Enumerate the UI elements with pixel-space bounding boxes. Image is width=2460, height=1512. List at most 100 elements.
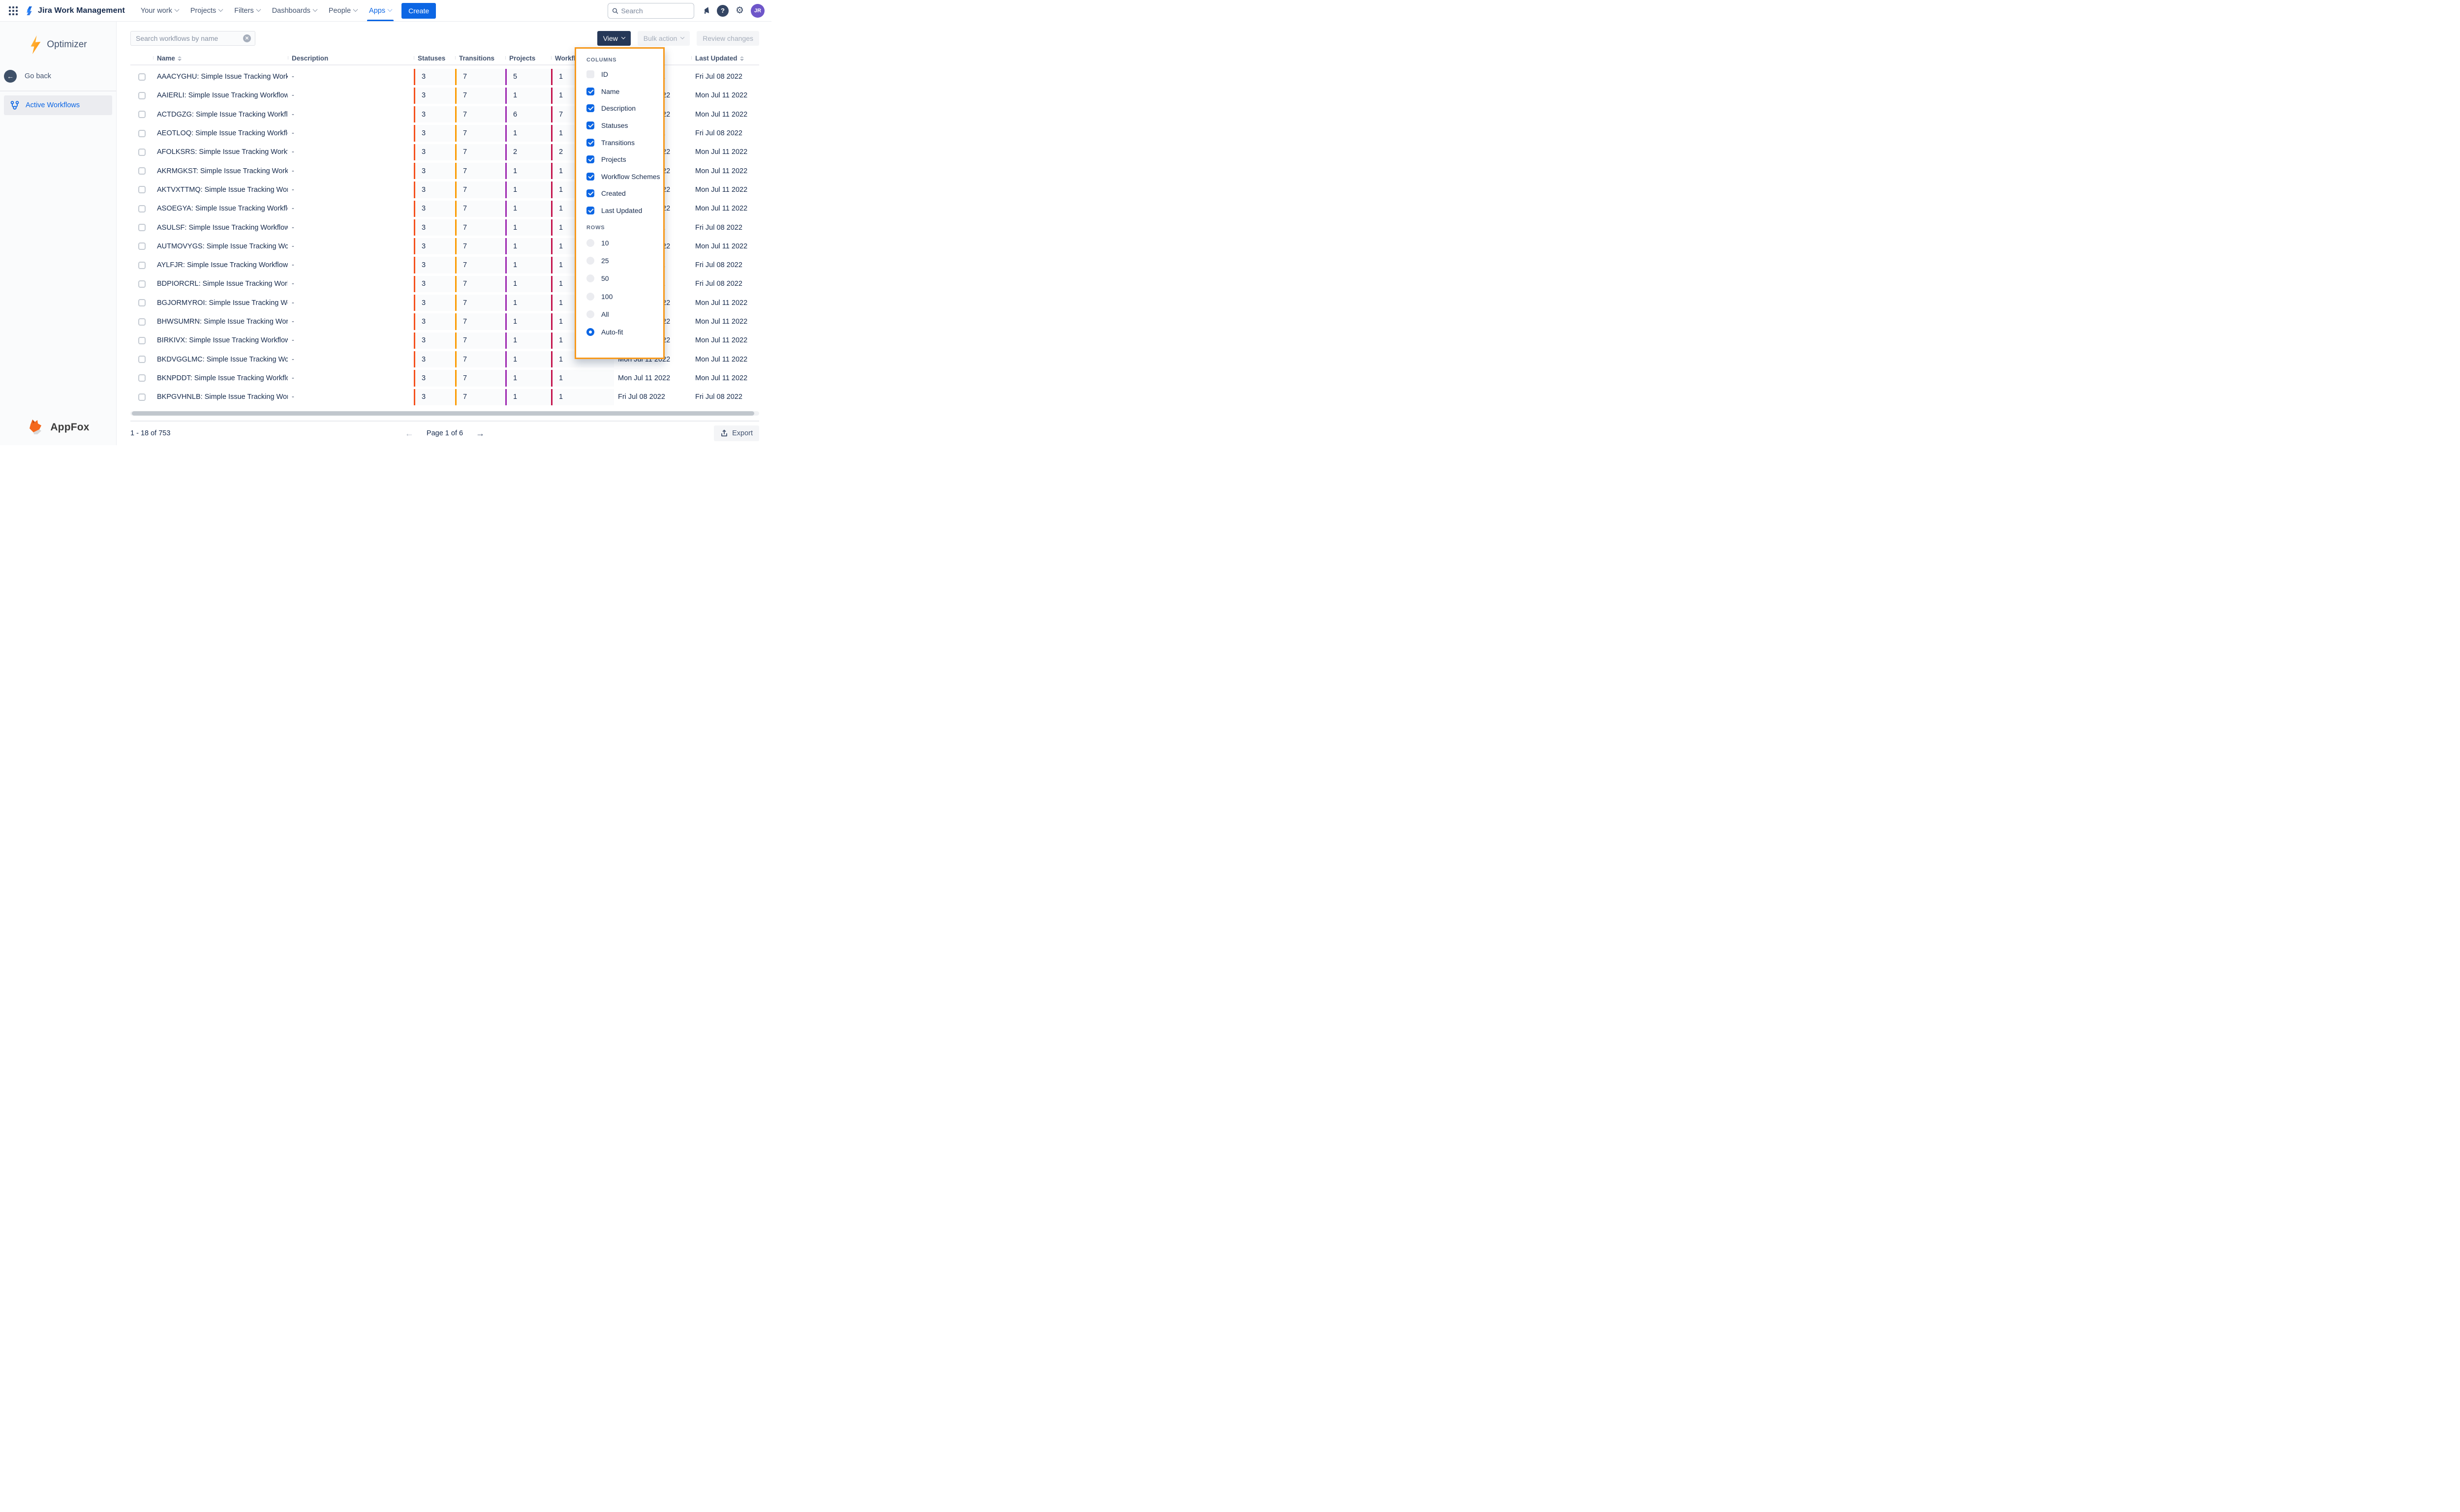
column-toggle-option[interactable]: ID bbox=[576, 66, 663, 83]
header-description[interactable]: Description bbox=[288, 55, 414, 62]
workflow-name-link[interactable]: BHWSUMRN: Simple Issue Tracking Work... bbox=[157, 318, 288, 326]
rows-per-page-option[interactable]: 50 bbox=[576, 270, 663, 287]
rows-per-page-option[interactable]: 10 bbox=[576, 234, 663, 251]
row-checkbox[interactable] bbox=[138, 356, 146, 363]
row-checkbox[interactable] bbox=[138, 167, 146, 175]
checkbox-icon[interactable] bbox=[586, 138, 594, 147]
workflow-name-link[interactable]: ACTDGZG: Simple Issue Tracking Workflow bbox=[157, 110, 288, 119]
workflow-name-link[interactable]: AKTVXTTMQ: Simple Issue Tracking Work... bbox=[157, 185, 288, 194]
column-toggle-option[interactable]: Name bbox=[576, 83, 663, 100]
workflow-name-link[interactable]: AYLFJR: Simple Issue Tracking Workflow bbox=[157, 261, 288, 270]
workflow-name-link[interactable]: BIRKIVX: Simple Issue Tracking Workflow bbox=[157, 336, 288, 345]
settings-gear-icon[interactable]: ⚙ bbox=[735, 5, 744, 16]
checkbox-icon[interactable] bbox=[586, 87, 594, 95]
column-toggle-option[interactable]: Last Updated bbox=[576, 202, 663, 219]
checkbox-icon[interactable] bbox=[586, 189, 594, 198]
rows-per-page-option[interactable]: 100 bbox=[576, 288, 663, 305]
horizontal-scrollbar-thumb[interactable] bbox=[132, 411, 755, 416]
row-checkbox[interactable] bbox=[138, 393, 146, 401]
app-switcher-icon[interactable] bbox=[7, 4, 20, 17]
user-avatar[interactable]: JR bbox=[751, 3, 765, 18]
radio-icon[interactable] bbox=[586, 239, 594, 247]
column-toggle-option[interactable]: Projects bbox=[576, 151, 663, 168]
radio-icon[interactable] bbox=[586, 274, 594, 283]
rows-per-page-option[interactable]: All bbox=[576, 305, 663, 323]
workflow-name-link[interactable]: AKRMGKST: Simple Issue Tracking Workfl..… bbox=[157, 167, 288, 175]
workflow-name-link[interactable]: ASOEGYA: Simple Issue Tracking Workflow bbox=[157, 205, 288, 213]
workflow-name-link[interactable]: AAIERLI: Simple Issue Tracking Workflow bbox=[157, 91, 288, 100]
nav-item-projects[interactable]: Projects bbox=[185, 0, 227, 21]
nav-item-your-work[interactable]: Your work bbox=[136, 0, 184, 21]
row-checkbox[interactable] bbox=[138, 242, 146, 250]
header-projects[interactable]: Projects bbox=[505, 55, 551, 62]
row-checkbox[interactable] bbox=[138, 318, 146, 326]
row-checkbox[interactable] bbox=[138, 129, 146, 137]
workflow-name-link[interactable]: AEOTLOQ: Simple Issue Tracking Workflow bbox=[157, 129, 288, 138]
review-changes-button[interactable]: Review changes bbox=[697, 31, 759, 46]
row-checkbox[interactable] bbox=[138, 111, 146, 119]
row-checkbox[interactable] bbox=[138, 280, 146, 288]
row-checkbox[interactable] bbox=[138, 299, 146, 307]
row-checkbox[interactable] bbox=[138, 261, 146, 269]
column-toggle-option[interactable]: Statuses bbox=[576, 117, 663, 134]
global-search-input[interactable] bbox=[621, 6, 690, 15]
clear-search-icon[interactable]: ✕ bbox=[243, 34, 251, 42]
next-page-icon[interactable]: → bbox=[476, 428, 485, 438]
checkbox-icon[interactable] bbox=[586, 155, 594, 164]
row-checkbox[interactable] bbox=[138, 374, 146, 382]
workflow-name-link[interactable]: BDPIORCRL: Simple Issue Tracking Workfl.… bbox=[157, 280, 288, 288]
row-checkbox[interactable] bbox=[138, 224, 146, 232]
workflow-name-link[interactable]: AFOLKSRS: Simple Issue Tracking Workflow bbox=[157, 148, 288, 156]
checkbox-icon[interactable] bbox=[586, 172, 594, 181]
radio-icon[interactable] bbox=[586, 328, 594, 336]
header-name[interactable]: Name bbox=[153, 55, 288, 62]
workflow-name-link[interactable]: AUTMOVYGS: Simple Issue Tracking Work... bbox=[157, 242, 288, 250]
row-checkbox[interactable] bbox=[138, 73, 146, 81]
header-label: Projects bbox=[509, 55, 536, 62]
column-toggle-option[interactable]: Transitions bbox=[576, 134, 663, 151]
announcements-icon[interactable] bbox=[701, 6, 710, 15]
radio-icon[interactable] bbox=[586, 256, 594, 265]
row-checkbox[interactable] bbox=[138, 205, 146, 212]
create-button[interactable]: Create bbox=[401, 2, 436, 19]
global-search[interactable] bbox=[607, 2, 694, 19]
checkbox-icon[interactable] bbox=[586, 104, 594, 113]
nav-item-people[interactable]: People bbox=[324, 0, 362, 21]
radio-icon[interactable] bbox=[586, 292, 594, 301]
row-checkbox[interactable] bbox=[138, 186, 146, 194]
workflow-name-link[interactable]: ASULSF: Simple Issue Tracking Workflow bbox=[157, 223, 288, 232]
rows-per-page-option[interactable]: 25 bbox=[576, 252, 663, 270]
column-toggle-option[interactable]: Description bbox=[576, 100, 663, 117]
workflow-name-link[interactable]: AAACYGHU: Simple Issue Tracking Workfl..… bbox=[157, 73, 288, 81]
header-statuses[interactable]: Statuses bbox=[414, 55, 455, 62]
row-checkbox[interactable] bbox=[138, 91, 146, 99]
checkbox-icon[interactable] bbox=[586, 207, 594, 215]
header-transitions[interactable]: Transitions bbox=[455, 55, 505, 62]
workflow-search-input[interactable] bbox=[136, 34, 243, 42]
workflow-name-link[interactable]: BKNPDDT: Simple Issue Tracking Workflow bbox=[157, 374, 288, 382]
sidebar-item-active-workflows[interactable]: Active Workflows bbox=[4, 95, 112, 115]
go-back-button[interactable]: ← Go back bbox=[0, 65, 116, 88]
export-button[interactable]: Export bbox=[714, 425, 759, 441]
bulk-action-button[interactable]: Bulk action bbox=[637, 31, 690, 46]
workflow-name-link[interactable]: BGJORMYROI: Simple Issue Tracking Wor... bbox=[157, 299, 288, 307]
column-toggle-option[interactable]: Created bbox=[576, 185, 663, 202]
row-checkbox[interactable] bbox=[138, 148, 146, 156]
view-button[interactable]: View bbox=[597, 31, 631, 46]
workflow-name-link[interactable]: BKPGVHNLB: Simple Issue Tracking Work... bbox=[157, 393, 288, 401]
radio-icon[interactable] bbox=[586, 310, 594, 319]
rows-per-page-option[interactable]: Auto-fit bbox=[576, 323, 663, 341]
workflow-name-link[interactable]: BKDVGGLMC: Simple Issue Tracking Work... bbox=[157, 355, 288, 363]
nav-item-apps[interactable]: Apps bbox=[364, 0, 397, 21]
header-last-updated[interactable]: Last Updated bbox=[691, 55, 759, 62]
jira-brand[interactable]: Jira Work Management bbox=[25, 6, 125, 16]
row-checkbox[interactable] bbox=[138, 336, 146, 344]
previous-page-icon[interactable]: ← bbox=[404, 428, 414, 438]
help-icon[interactable]: ? bbox=[716, 4, 729, 17]
checkbox-icon[interactable] bbox=[586, 121, 594, 130]
column-toggle-option[interactable]: Workflow Schemes bbox=[576, 168, 663, 185]
nav-item-dashboards[interactable]: Dashboards bbox=[267, 0, 322, 21]
nav-item-filters[interactable]: Filters bbox=[229, 0, 265, 21]
checkbox-icon[interactable] bbox=[586, 70, 594, 79]
workflow-search[interactable]: ✕ bbox=[130, 31, 255, 46]
